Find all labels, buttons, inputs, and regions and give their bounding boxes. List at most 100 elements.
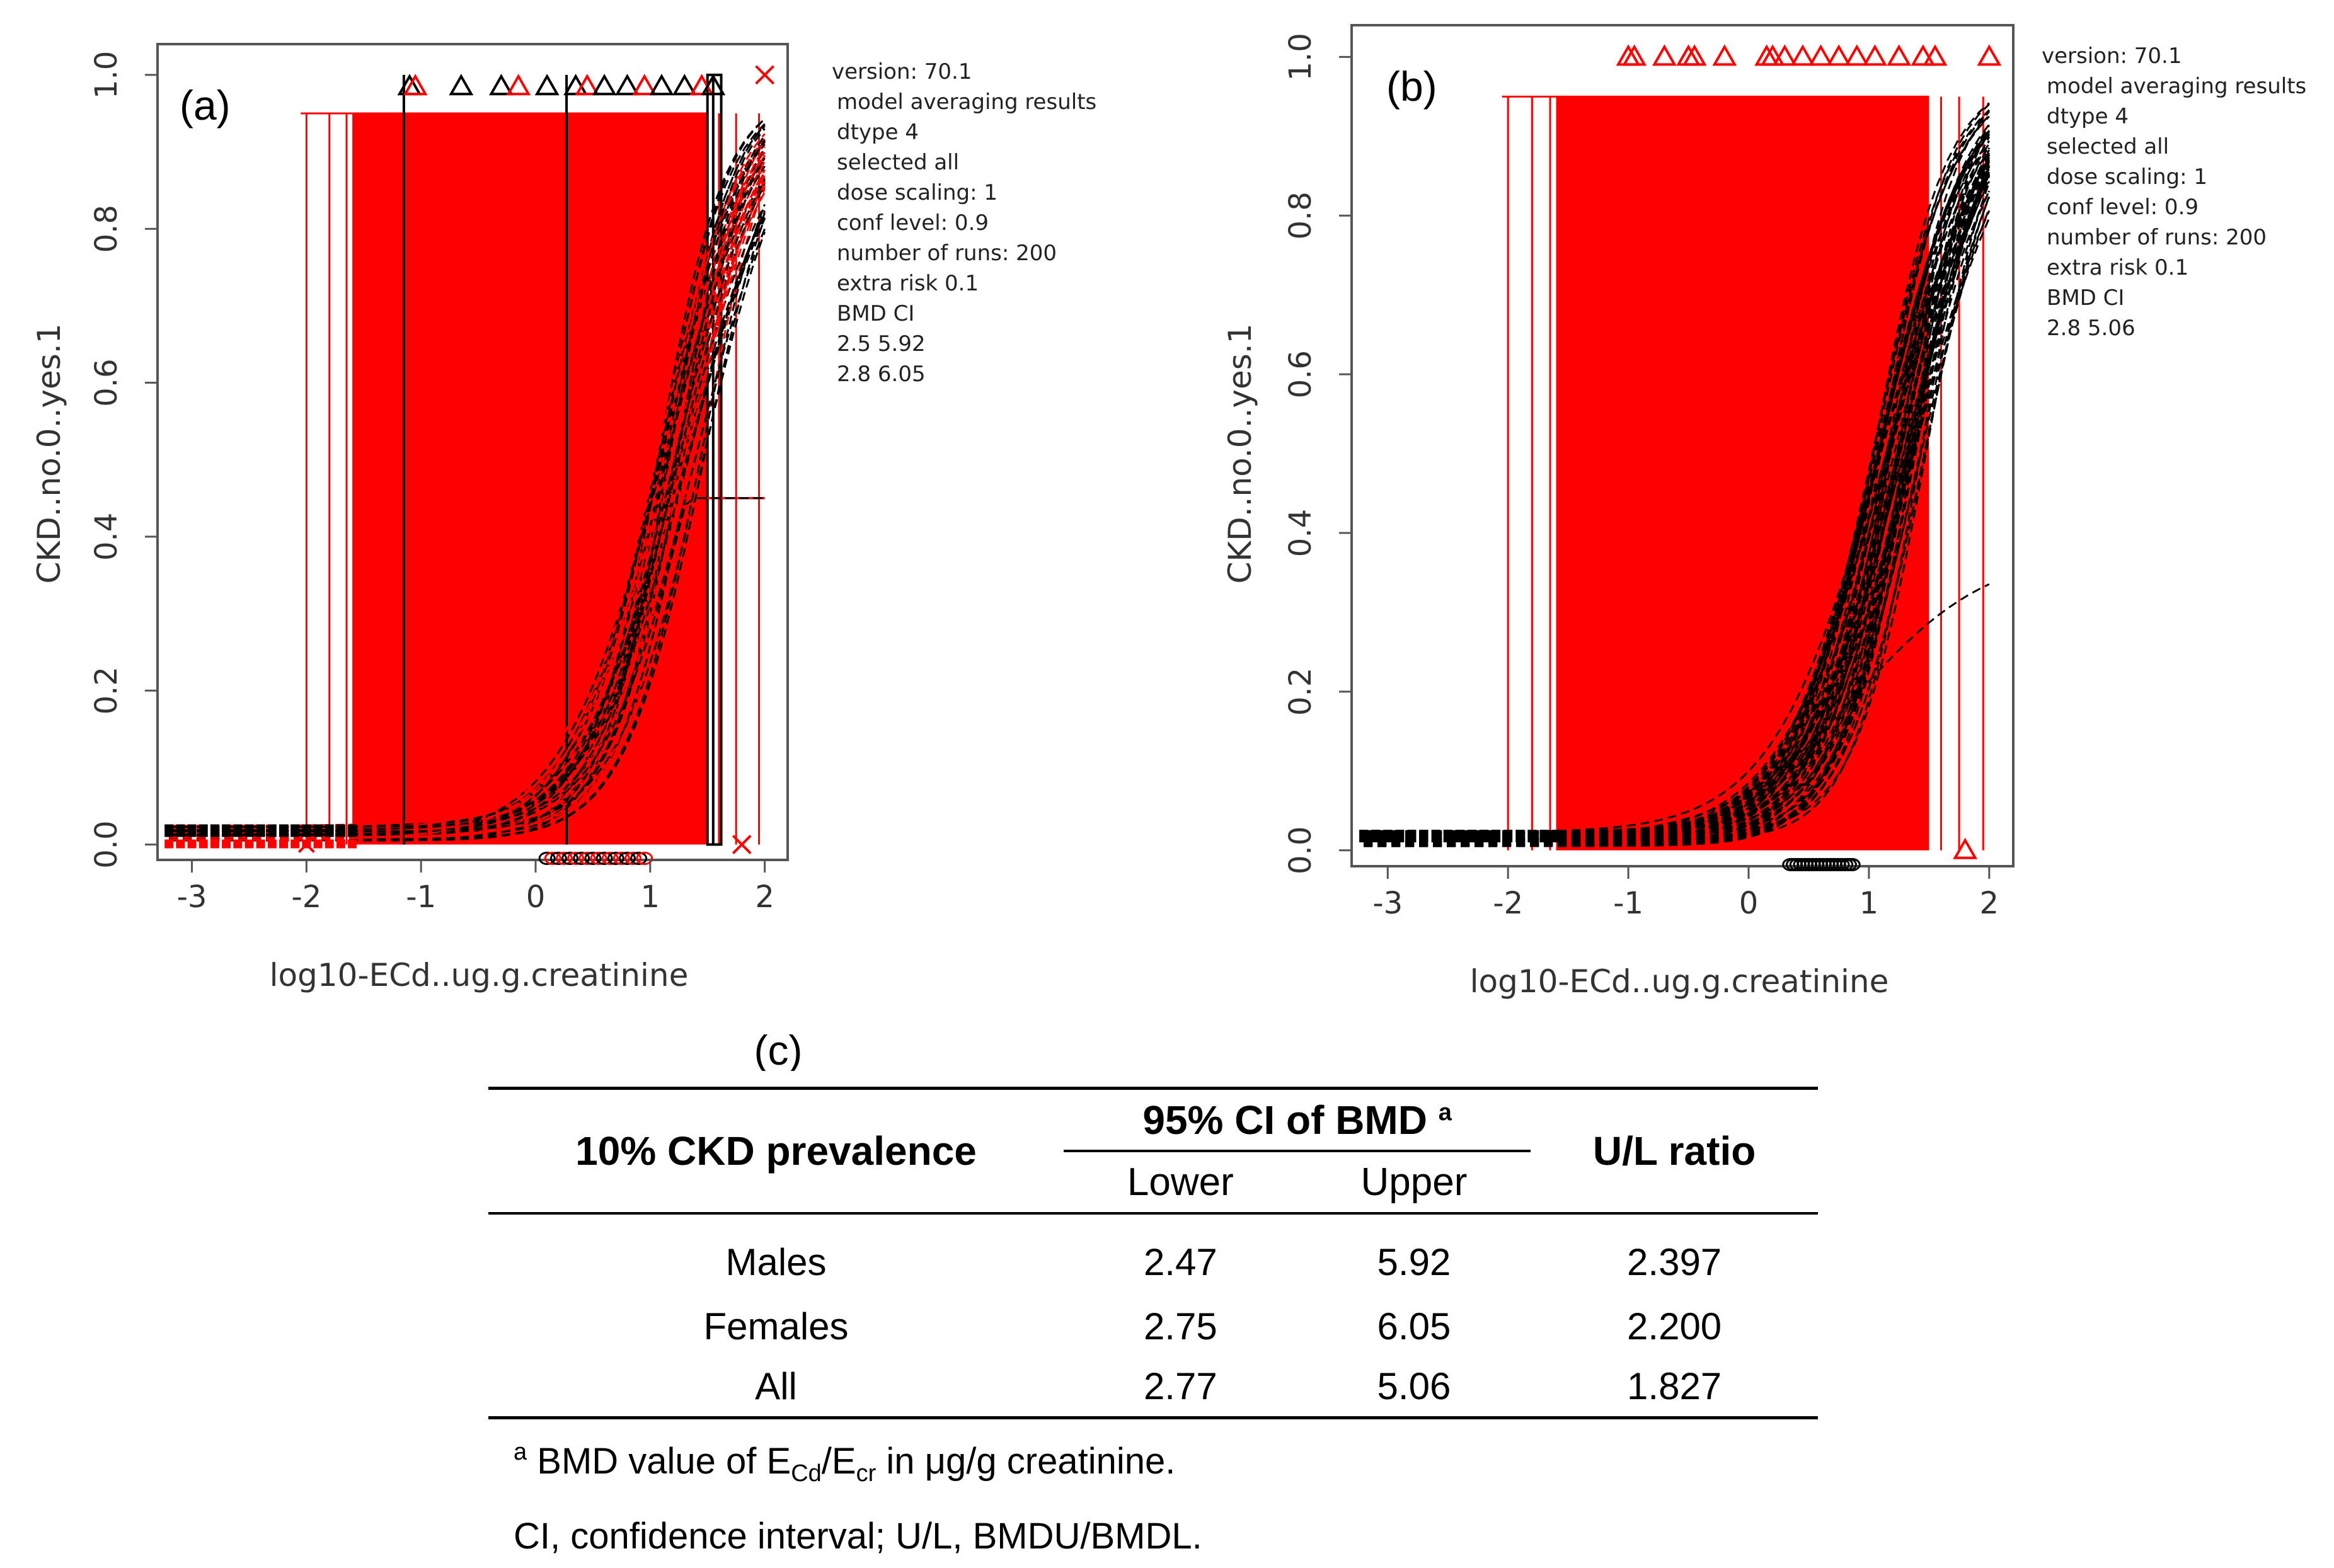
header-ci: 95% CI of BMD a xyxy=(1064,1089,1531,1152)
ci-band xyxy=(352,113,708,845)
data-point-square xyxy=(176,824,185,837)
y-tick-label: 0.6 xyxy=(89,358,124,406)
data-point-square xyxy=(1407,830,1417,843)
data-point-triangle xyxy=(672,74,697,96)
data-point-circle xyxy=(612,852,630,866)
panel-label-b: (b) xyxy=(1386,63,1437,110)
data-point-square xyxy=(233,824,243,837)
data-point-square xyxy=(1419,830,1429,843)
model-info-line: dose scaling: 1 xyxy=(2047,164,2207,190)
cell-ratio: 2.397 xyxy=(1627,1240,1722,1283)
y-tick-label: 0.8 xyxy=(89,205,124,253)
data-point-square xyxy=(1359,830,1369,843)
black-ci-box xyxy=(706,73,723,846)
footnote-a-sub2: cr xyxy=(856,1460,877,1487)
footnote-ci: CI, confidence interval; U/L, BMDU/BMDL. xyxy=(514,1516,1202,1557)
x-axis-a: -3 -2 -1 0 1 2 xyxy=(177,860,774,915)
y-tick-label: 0.2 xyxy=(89,667,124,714)
data-point-triangle xyxy=(615,74,640,96)
cell-upper: 5.06 xyxy=(1377,1365,1451,1407)
model-fit-curve xyxy=(1364,152,1991,846)
footnote-a-mid: /E xyxy=(821,1441,856,1482)
data-point-circle xyxy=(561,852,579,866)
x-tick-label: 2 xyxy=(755,879,774,915)
x-tick-label: -1 xyxy=(406,879,436,915)
model-info-line: model averaging results xyxy=(837,89,1096,115)
model-info-line: model averaging results xyxy=(2047,74,2306,99)
footnote-a-sup: a xyxy=(514,1439,527,1465)
plot-frame-b xyxy=(1350,24,2015,867)
data-point-x xyxy=(732,835,752,854)
data-point-square xyxy=(1503,830,1513,843)
footnote-a-post: in μg/g creatinine. xyxy=(876,1441,1176,1482)
data-point-square xyxy=(1455,830,1464,843)
data-point-square xyxy=(187,824,197,837)
model-info-line: number of runs: 200 xyxy=(2047,225,2267,250)
data-point-triangle xyxy=(632,74,657,96)
table-body: Males 2.47 5.92 2.397 Females 2.75 6.05 2.200 Al… xyxy=(488,1213,1818,1418)
data-point-square xyxy=(1492,830,1501,843)
data-point-square xyxy=(336,839,345,849)
data-point-triangle xyxy=(489,74,514,96)
data-point-triangle xyxy=(575,74,600,96)
model-info-line: selected all xyxy=(2047,134,2169,159)
data-point-triangle xyxy=(592,74,617,96)
data-point-circle xyxy=(630,852,648,866)
footnote-a-pre: BMD value of E xyxy=(527,1441,791,1482)
cell-lower: 2.47 xyxy=(1143,1240,1217,1283)
data-point-triangle xyxy=(1760,44,1785,66)
data-point-triangle xyxy=(1923,44,1948,66)
x-tick-label: -1 xyxy=(1613,886,1643,921)
data-point-triangle xyxy=(1652,44,1677,66)
data-point-square xyxy=(279,839,288,849)
data-point-square xyxy=(1371,830,1381,843)
data-point-square xyxy=(1395,830,1405,843)
model-info-line: conf level: 0.9 xyxy=(2047,195,2199,220)
footnote-a: a BMD value of ECd/Ecr in μg/g creatinin… xyxy=(514,1421,1202,1505)
y-axis-label-b: CKD..no.0..yes.1 xyxy=(1222,324,1258,584)
table-header-row: 10% CKD prevalence 95% CI of BMD a U/L r… xyxy=(488,1088,1818,1174)
header-ratio: U/L ratio xyxy=(1592,1128,1756,1174)
data-point-square xyxy=(1383,830,1393,843)
model-fit-curve xyxy=(169,133,766,838)
data-point-square xyxy=(348,824,357,837)
cell-label: Females xyxy=(703,1305,849,1348)
data-point-square xyxy=(1527,830,1537,843)
cell-upper: 6.05 xyxy=(1377,1305,1451,1348)
data-point-triangle xyxy=(649,74,674,96)
y-tick-label: 0.0 xyxy=(1283,827,1318,874)
x-tick-label: 0 xyxy=(526,879,546,915)
data-point-square xyxy=(210,824,219,837)
cell-ratio: 1.827 xyxy=(1627,1365,1722,1407)
figure-canvas: -3 -2 -1 0 1 2 0.0 0.2 0.4 0.6 0.8 1.0 (a) log10-E… xyxy=(31,24,2306,1071)
data-point-circle xyxy=(1843,857,1861,871)
x-axis-label-a: log10-ECd..ug.g.creatinine xyxy=(270,957,689,993)
data-point-square xyxy=(198,824,208,837)
data-point-square xyxy=(290,824,300,837)
x-tick-label: -3 xyxy=(177,879,207,915)
model-info-line: version: 70.1 xyxy=(832,59,972,84)
data-point-triangle xyxy=(1622,44,1647,66)
data-point-x xyxy=(297,836,315,853)
data-point-square xyxy=(336,824,345,837)
table-row: All 2.77 5.06 1.827 xyxy=(488,1356,1818,1418)
data-point-triangle xyxy=(1826,44,1851,66)
y-axis-b: 0.0 0.2 0.4 0.6 0.8 1.0 xyxy=(1283,33,1352,874)
data-point-square xyxy=(325,839,334,849)
data-point-circle xyxy=(636,852,653,866)
x-tick-label: 2 xyxy=(1980,886,1999,921)
data-point-square xyxy=(313,839,323,849)
model-info-line: version: 70.1 xyxy=(2042,43,2182,69)
ci-band xyxy=(1556,96,1929,850)
data-point-square xyxy=(222,839,231,849)
y-tick-label: 0.0 xyxy=(89,820,124,868)
data-point-square xyxy=(267,824,277,837)
data-point-square xyxy=(198,839,208,849)
y-axis-a: 0.0 0.2 0.4 0.6 0.8 1.0 xyxy=(89,51,158,869)
header-ci-sup: a xyxy=(1438,1099,1452,1126)
data-point-circle xyxy=(578,852,596,866)
data-point-square xyxy=(1551,830,1561,843)
model-info-line: dtype 4 xyxy=(2047,104,2129,129)
model-info-a: version: 70.1 model averaging results dtyp… xyxy=(832,59,1096,387)
data-point-circle xyxy=(624,852,642,866)
